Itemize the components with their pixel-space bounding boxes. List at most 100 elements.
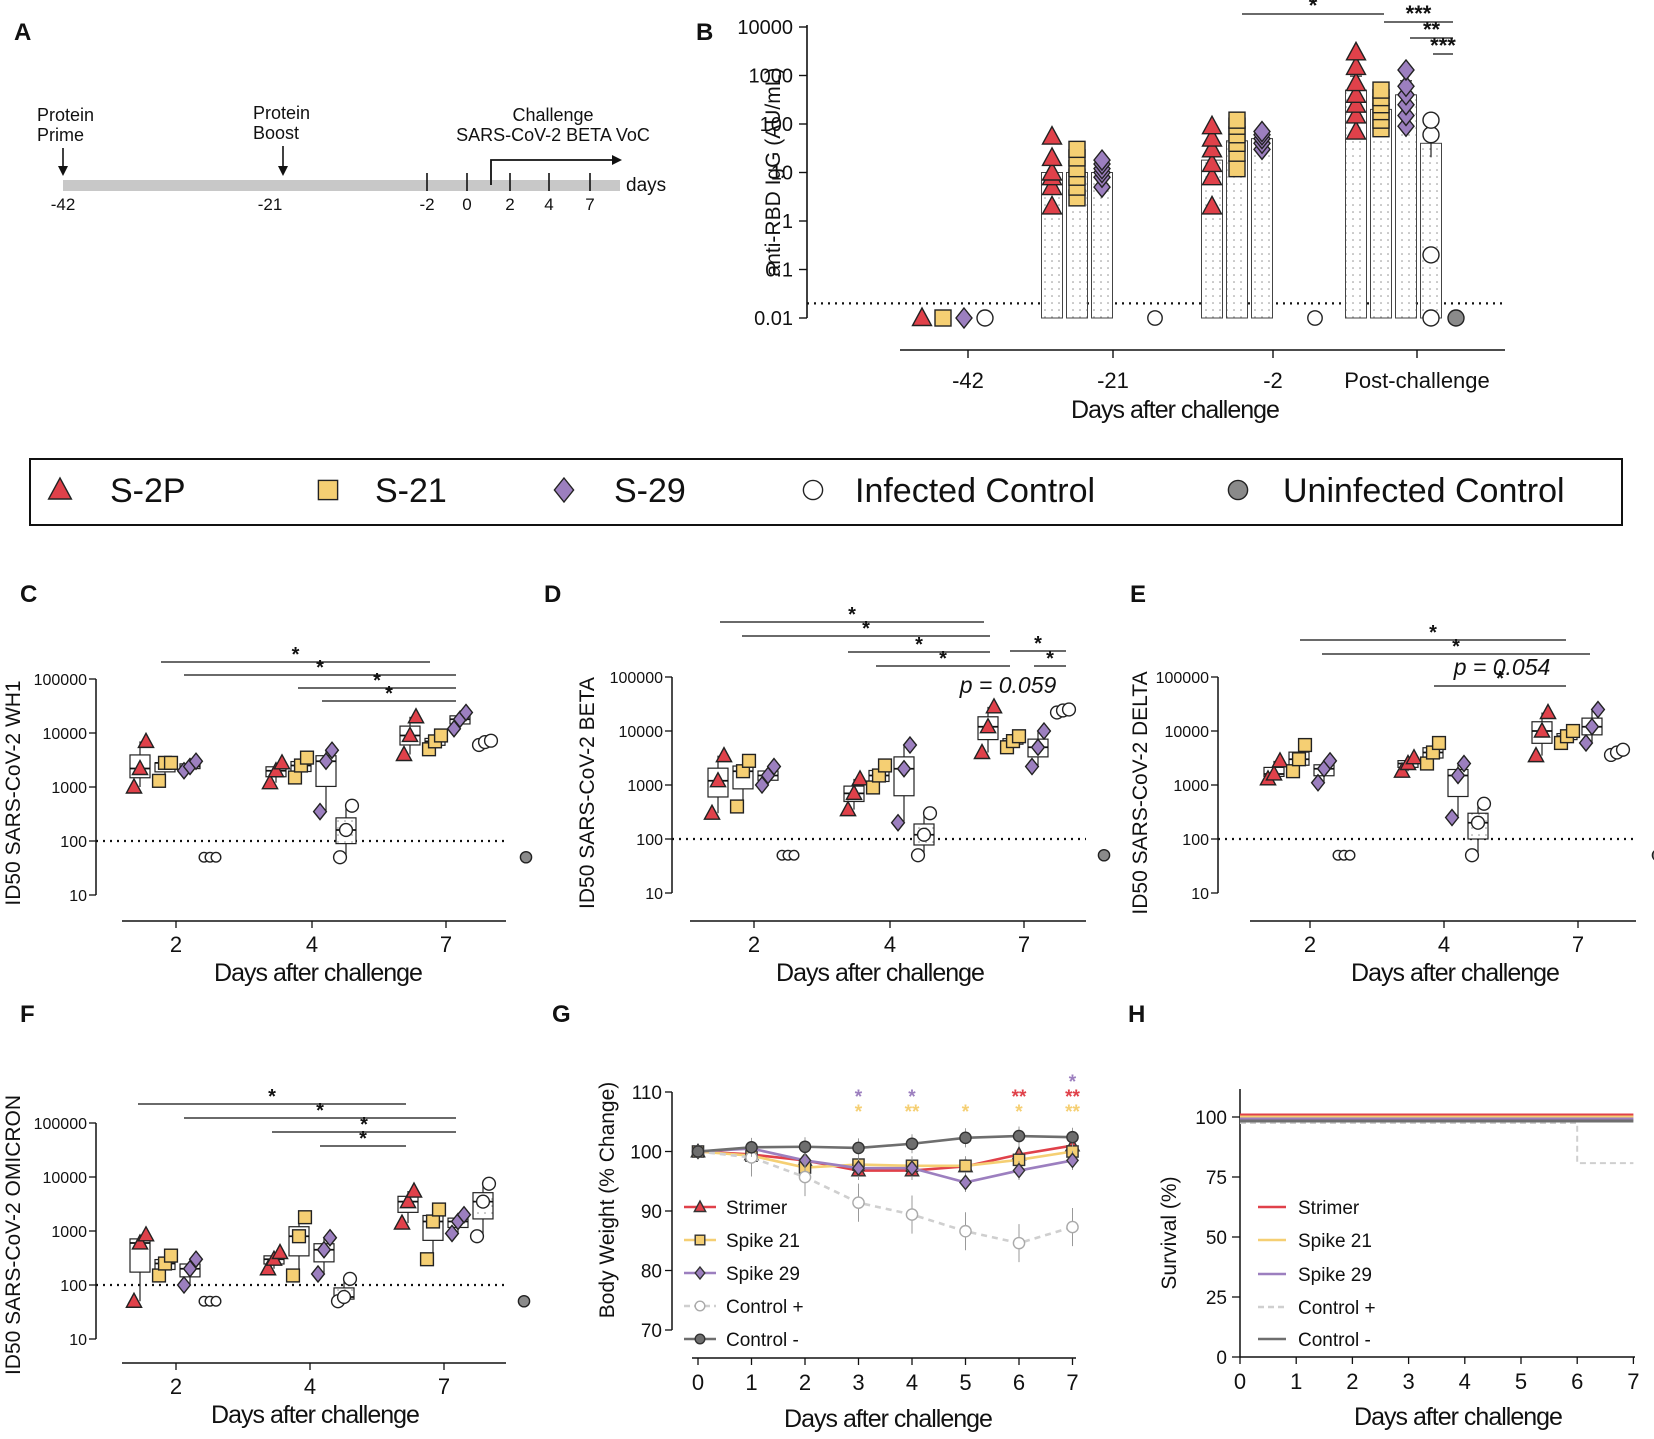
data-point (137, 1225, 155, 1242)
data-point (151, 1268, 167, 1283)
y-tick-label: 0.01 (754, 308, 793, 330)
data-point (322, 1228, 338, 1247)
x-tick-label: 3 (852, 1370, 864, 1395)
x-tick-label: 2 (170, 1374, 182, 1399)
y-tick-label: 90 (641, 1202, 662, 1223)
y-tick-label: 80 (641, 1262, 662, 1283)
x-tick-label: -2 (1263, 368, 1283, 393)
event-label-line: Protein (253, 103, 310, 123)
data-point (1372, 81, 1390, 99)
significance-label: * (1046, 648, 1054, 670)
data-point (151, 773, 167, 788)
data-point (310, 1264, 326, 1284)
data-point (896, 759, 912, 778)
data-point (1539, 703, 1557, 720)
x-axis-label: Days after challenge (1351, 959, 1559, 987)
data-point (176, 1275, 192, 1295)
event-label-line: Protein (37, 105, 94, 125)
data-point (1265, 764, 1283, 781)
significance-label: *** (1430, 33, 1456, 58)
y-tick-label: 70 (641, 1321, 662, 1342)
significance-label: ** (1065, 1087, 1080, 1108)
panel-label-h: H (1128, 1001, 1145, 1028)
data-point (1291, 752, 1307, 767)
data-point (431, 1202, 447, 1217)
panel-label-f: F (20, 1001, 35, 1028)
y-tick-label: 10000 (43, 1170, 88, 1187)
data-point (1024, 757, 1040, 776)
x-tick-label: -42 (952, 368, 984, 393)
x-tick-label: 2 (170, 932, 182, 957)
data-point (1041, 146, 1063, 167)
series-line (697, 1134, 1073, 1153)
panel-a-timeline: -42 -21 -2 0 2 4 7 ProteinPrimeProteinBoostCha… (37, 103, 666, 214)
legend-label: Spike 29 (726, 1264, 800, 1285)
data-point (131, 1233, 149, 1250)
data-point (425, 1214, 441, 1229)
data-point (458, 703, 474, 722)
data-point (1527, 746, 1545, 763)
data-point (709, 771, 727, 788)
data-point (1450, 766, 1466, 785)
series-line (697, 1144, 1073, 1172)
data-point (741, 753, 757, 768)
legend-label: Control - (726, 1330, 799, 1351)
data-point (291, 1229, 307, 1244)
data-point (798, 1140, 812, 1154)
data-point (1012, 1162, 1026, 1179)
y-tick-label: 100 (636, 832, 663, 849)
data-point (1397, 75, 1415, 98)
timeline-tick-label: 0 (462, 195, 471, 214)
x-tick-label: 4 (1459, 1369, 1471, 1394)
panel-e-chart: 100000 10000 1000 100 10 ID50 SARS-CoV-2 DELT… (1129, 622, 1654, 987)
data-point (316, 1240, 332, 1259)
data-point (1271, 751, 1289, 768)
data-point (163, 755, 179, 770)
data-point (285, 1268, 301, 1283)
y-axis-label: ID50 SARS-CoV-2 BETA (576, 677, 599, 909)
legend-label: Control - (1298, 1330, 1371, 1351)
data-point (1066, 1220, 1079, 1234)
data-point (1456, 754, 1472, 773)
significance-label: * (316, 1100, 324, 1122)
data-point (1578, 733, 1594, 753)
significance-label: ** (1065, 1102, 1080, 1123)
data-point (1310, 773, 1326, 792)
bar (1420, 142, 1442, 319)
data-point (1344, 849, 1356, 861)
event-label-line: Challenge (512, 105, 593, 125)
data-point (745, 1141, 758, 1154)
event-label-line: SARS-CoV-2 BETA VoC (456, 125, 650, 145)
data-point (299, 750, 315, 765)
data-point (483, 733, 499, 748)
data-point (125, 1291, 143, 1308)
data-point (1285, 764, 1301, 779)
significance-label: * (855, 1087, 863, 1108)
significance-label: * (1496, 668, 1504, 690)
panel-b-chart: 10000 1000 100 10 1 0.1 0.01 anti-RBD IgG (AU/m… (737, 0, 1505, 424)
significance-label: * (862, 618, 870, 640)
data-point (890, 813, 906, 832)
data-point (1393, 761, 1411, 778)
y-axis-label: ID50 SARS-CoV-2 WH1 (2, 680, 25, 905)
data-point (318, 752, 334, 771)
legend-marker-triangle (47, 476, 73, 500)
y-axis-label: ID50 SARS-CoV-2 OMICRON (2, 1095, 25, 1375)
y-tick-label: 110 (632, 1083, 662, 1104)
legend-marker-circle (1227, 479, 1249, 501)
y-tick-label: 25 (1206, 1288, 1227, 1309)
data-point (1228, 111, 1246, 129)
data-point (1201, 127, 1223, 147)
data-point (865, 780, 881, 795)
x-tick-label: 2 (799, 1370, 811, 1395)
data-point (1345, 120, 1367, 140)
x-tick-label: 5 (1515, 1369, 1527, 1394)
y-tick-label: 1000 (51, 1224, 87, 1241)
data-point (405, 1181, 423, 1198)
data-point (125, 777, 143, 794)
data-point (1470, 815, 1486, 830)
survival-line (1240, 1122, 1634, 1165)
x-tick-label: 2 (748, 932, 760, 957)
timeline-tick-label: -21 (258, 195, 283, 214)
y-tick-label: 1000 (749, 66, 794, 88)
